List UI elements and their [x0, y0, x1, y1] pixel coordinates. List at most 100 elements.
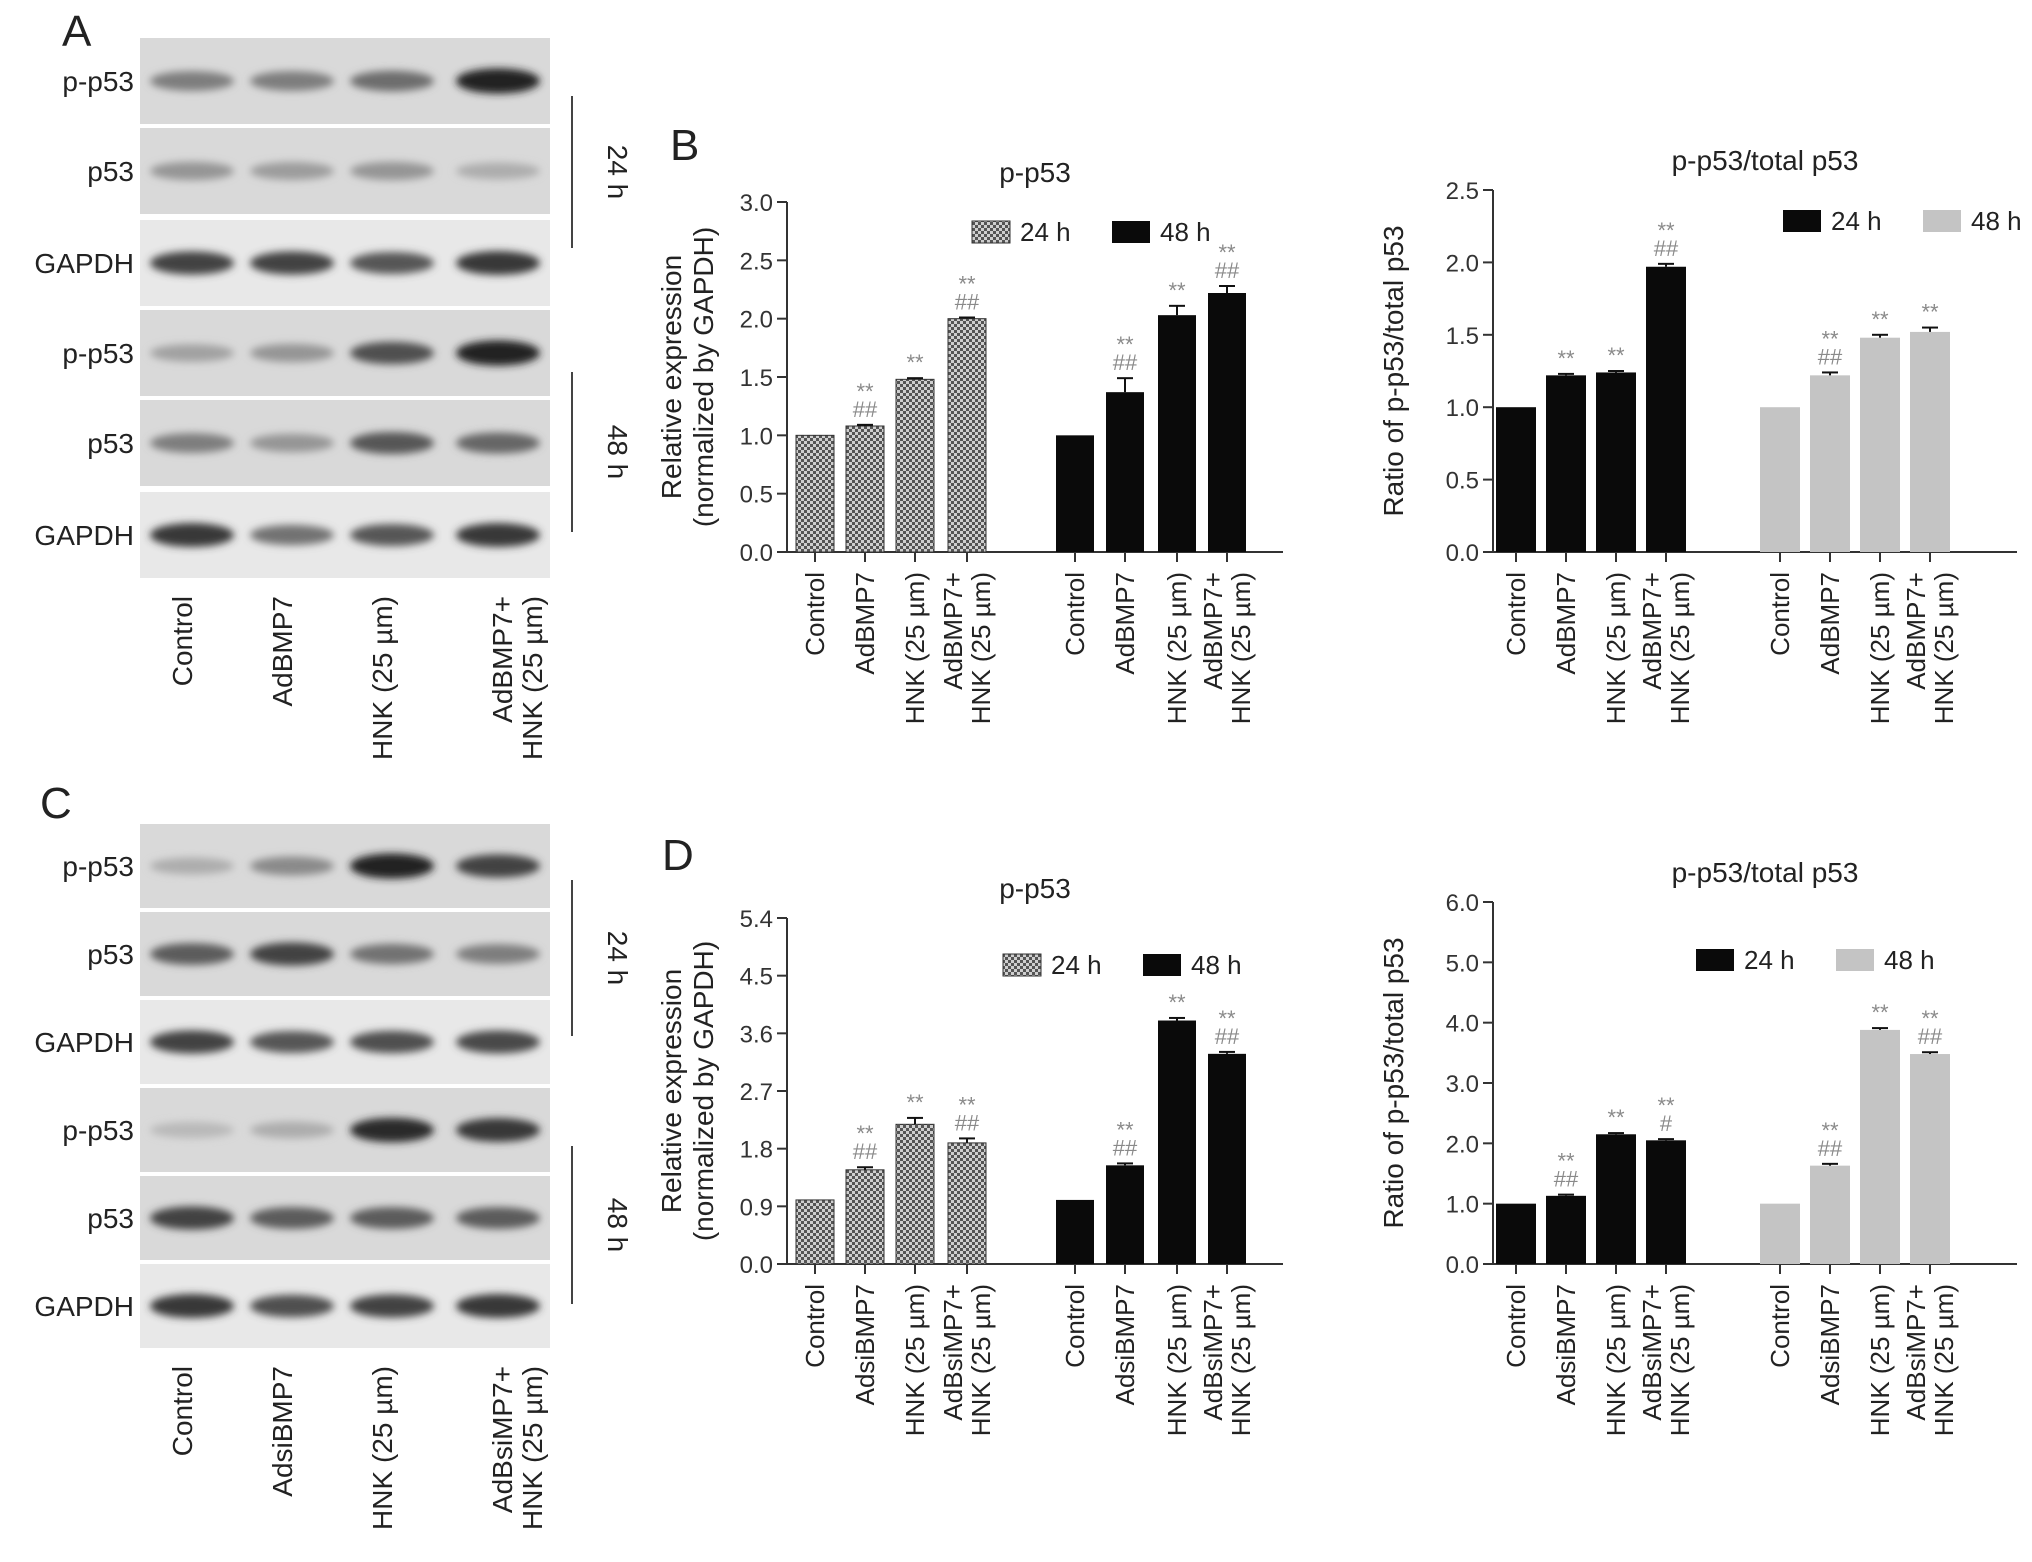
x-tick-label: Control [1501, 1284, 1531, 1368]
y-tick-label: 2.0 [1446, 1131, 1479, 1158]
x-tick-label: Control [1060, 572, 1090, 656]
blot-band [456, 523, 540, 547]
significance-marker: # [1660, 1111, 1673, 1136]
legend-label: 24 h [1744, 945, 1795, 975]
significance-marker: ** [1821, 1118, 1839, 1143]
blot-band [250, 343, 334, 363]
x-tick-label: AdBMP7 [1110, 572, 1140, 675]
y-tick-label: 1.8 [740, 1137, 773, 1164]
legend-swatch [1112, 221, 1150, 243]
panel-letter-a: A [62, 7, 92, 56]
significance-marker: ## [1654, 236, 1679, 261]
blot-band [250, 1207, 334, 1229]
blot-band [350, 431, 434, 455]
blot-row-label: p53 [87, 1203, 134, 1234]
y-axis-label: Ratio of p-p53/total p53 [1378, 937, 1409, 1228]
significance-marker: ** [906, 1090, 924, 1115]
bar [795, 1199, 835, 1265]
y-tick-label: 0.5 [740, 482, 773, 509]
blot-band [150, 344, 234, 362]
y-tick-label: 1.0 [740, 423, 773, 450]
x-tick-label: AdBMP7 [1551, 572, 1581, 675]
x-tick-label: AdBsiMP7+HNK (25 µm) [1637, 1284, 1695, 1436]
x-tick-label: HNK (25 µm) [1865, 572, 1895, 724]
bar [1546, 1195, 1586, 1264]
bar [845, 1169, 885, 1265]
significance-marker: ** [1218, 1006, 1236, 1031]
y-tick-label: 3.0 [1446, 1071, 1479, 1098]
panel-letter-c: C [40, 779, 72, 828]
bar [1106, 1165, 1144, 1264]
blot-band [250, 856, 334, 876]
x-tick-label: AdsiBMP7 [1110, 1284, 1140, 1405]
blot-panel-a: p-p53 p53 GAPDH p-p53 p53 GAPDH 24 h 48 h Contro… [34, 38, 633, 760]
legend-label: 48 h [1160, 217, 1211, 247]
significance-marker: ** [958, 272, 976, 297]
chart-D-right: 0.0 1.0 2.0 3.0 4.0 5.0 6.0 p-p53/total p53 Rati… [1378, 857, 2017, 1436]
blot-band [250, 71, 334, 91]
bar [1760, 1203, 1800, 1264]
legend-swatch [1783, 210, 1821, 232]
blot-row-label: GAPDH [34, 1291, 134, 1322]
bar [1496, 1203, 1536, 1264]
significance-marker: ** [1557, 1149, 1575, 1174]
blot-band [150, 71, 234, 91]
bar [1760, 407, 1800, 552]
blot-band [150, 857, 234, 875]
blot-band [456, 944, 540, 964]
x-tick-label: HNK (25 µm) [900, 572, 930, 724]
blot-row-label: p-p53 [62, 851, 134, 882]
significance-marker: ## [955, 1110, 980, 1135]
bar [1810, 1165, 1850, 1264]
y-tick-label: 0.0 [1446, 540, 1479, 567]
legend-label: 48 h [1971, 206, 2022, 236]
blot-band [150, 1294, 234, 1318]
blot-row-label: p53 [87, 156, 134, 187]
blot-band [456, 340, 540, 366]
blot-band [456, 1294, 540, 1318]
chart-D-left: 0.0 0.9 1.8 2.7 3.6 4.5 5.4 p-p53 Relative expre… [656, 873, 1283, 1436]
y-tick-label: 2.5 [740, 248, 773, 275]
x-tick-label: AdsiBMP7 [1815, 1284, 1845, 1405]
significance-marker: ** [1821, 326, 1839, 351]
x-tick-label: AdBMP7 [850, 572, 880, 675]
significance-marker: ** [906, 350, 924, 375]
x-tick-label: HNK (25 µm) [1865, 1284, 1895, 1436]
panel-letter-b: B [670, 121, 699, 170]
bar [1910, 331, 1950, 552]
significance-marker: ** [1607, 343, 1625, 368]
bar [1860, 337, 1900, 552]
x-tick-label: HNK (25 µm) [1601, 1284, 1631, 1436]
blot-band [350, 1294, 434, 1318]
blot-band [150, 433, 234, 453]
blot-band [350, 161, 434, 181]
x-tick-label: Control [1765, 1284, 1795, 1368]
bar [1056, 1199, 1094, 1264]
significance-marker: ** [1921, 300, 1939, 325]
blot-band [350, 70, 434, 92]
blot-band [250, 1294, 334, 1318]
y-tick-label: 2.5 [1446, 178, 1479, 205]
legend-swatch [971, 220, 1011, 244]
y-tick-label: 1.0 [1446, 1192, 1479, 1219]
blot-band [350, 341, 434, 365]
blot-row-label: p-p53 [62, 1115, 134, 1146]
significance-marker: ## [955, 290, 980, 315]
bar [1496, 407, 1536, 552]
blot-row-label: GAPDH [34, 1027, 134, 1058]
lane-label: HNK (25 µm) [367, 1366, 398, 1530]
significance-marker: ** [1218, 240, 1236, 265]
bar [1106, 392, 1144, 552]
y-axis-label: Relative expression(normalized by GAPDH) [656, 227, 719, 527]
bar [1810, 375, 1850, 552]
y-tick-label: 0.0 [740, 1252, 773, 1279]
significance-marker: ## [1113, 350, 1138, 375]
blot-band [350, 943, 434, 965]
significance-marker: ## [853, 397, 878, 422]
y-tick-label: 4.5 [740, 964, 773, 991]
panel-letter-d: D [662, 831, 694, 880]
significance-marker: ** [1168, 278, 1186, 303]
blot-band [456, 68, 540, 94]
x-tick-label: HNK (25 µm) [1601, 572, 1631, 724]
lane-label: AdBMP7+HNK (25 µm) [487, 596, 548, 760]
